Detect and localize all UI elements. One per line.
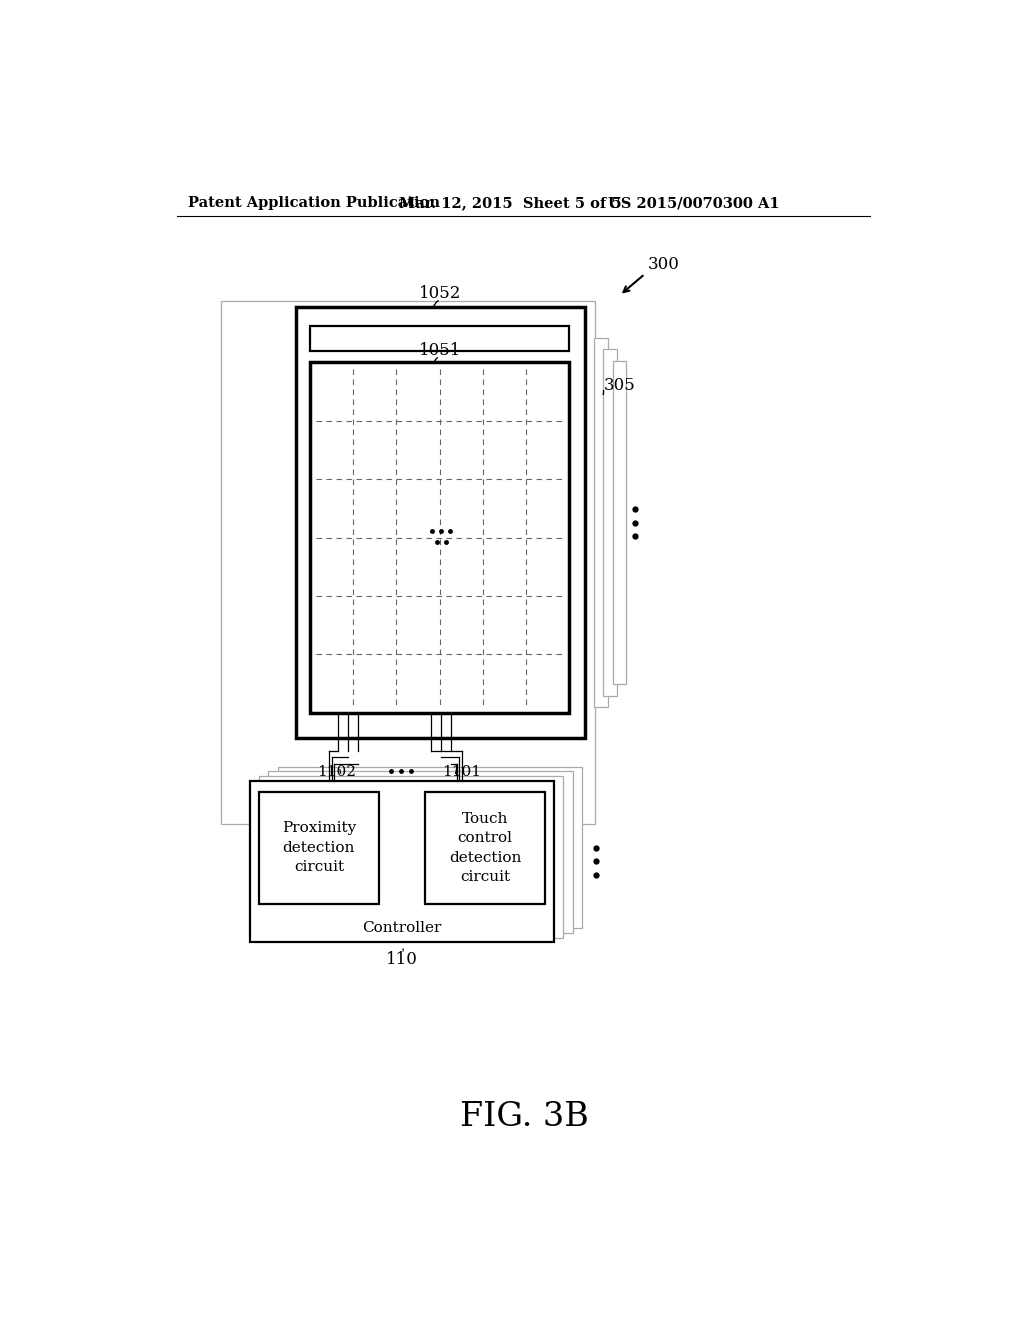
Text: Patent Application Publication: Patent Application Publication <box>188 197 440 210</box>
Text: Proximity
detection
circuit: Proximity detection circuit <box>282 821 356 874</box>
Text: 1102: 1102 <box>316 766 355 779</box>
Text: FIG. 3B: FIG. 3B <box>461 1101 589 1133</box>
Text: 1052: 1052 <box>419 285 462 302</box>
Text: 305: 305 <box>604 378 636 395</box>
Bar <box>612 360 627 684</box>
Text: 110: 110 <box>386 950 418 968</box>
Text: US 2015/0070300 A1: US 2015/0070300 A1 <box>608 197 779 210</box>
Text: 1101: 1101 <box>442 766 481 779</box>
Text: Controller: Controller <box>362 921 441 936</box>
Bar <box>250 780 554 942</box>
Bar <box>268 771 572 933</box>
Bar <box>425 792 545 904</box>
Bar <box>296 308 585 738</box>
Text: 300: 300 <box>648 256 680 273</box>
Bar <box>594 338 608 708</box>
Bar <box>278 767 582 928</box>
Bar <box>310 326 569 351</box>
Bar <box>259 792 379 904</box>
Bar <box>259 776 563 937</box>
Bar <box>221 301 595 825</box>
Text: Mar. 12, 2015  Sheet 5 of 5: Mar. 12, 2015 Sheet 5 of 5 <box>398 197 622 210</box>
Bar <box>310 363 569 713</box>
Text: Touch
control
detection
circuit: Touch control detection circuit <box>449 812 521 884</box>
Text: 1051: 1051 <box>419 342 461 359</box>
Bar <box>603 350 617 696</box>
